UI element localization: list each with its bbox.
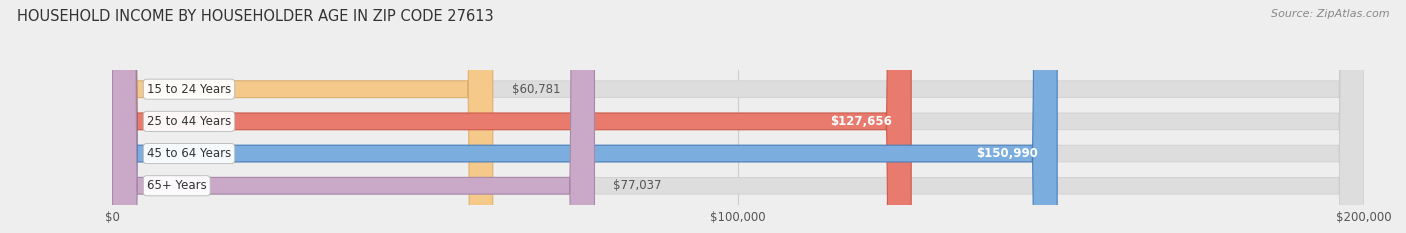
FancyBboxPatch shape [112,0,1364,233]
Text: Source: ZipAtlas.com: Source: ZipAtlas.com [1271,9,1389,19]
FancyBboxPatch shape [112,0,1364,233]
Text: $150,990: $150,990 [977,147,1039,160]
Text: HOUSEHOLD INCOME BY HOUSEHOLDER AGE IN ZIP CODE 27613: HOUSEHOLD INCOME BY HOUSEHOLDER AGE IN Z… [17,9,494,24]
Text: $60,781: $60,781 [512,83,560,96]
FancyBboxPatch shape [112,0,911,233]
FancyBboxPatch shape [112,0,595,233]
FancyBboxPatch shape [112,0,1364,233]
Text: 15 to 24 Years: 15 to 24 Years [146,83,231,96]
Text: 25 to 44 Years: 25 to 44 Years [146,115,231,128]
Text: 65+ Years: 65+ Years [146,179,207,192]
Text: 45 to 64 Years: 45 to 64 Years [146,147,231,160]
Text: $127,656: $127,656 [831,115,893,128]
Text: $77,037: $77,037 [613,179,662,192]
FancyBboxPatch shape [112,0,492,233]
FancyBboxPatch shape [112,0,1057,233]
FancyBboxPatch shape [112,0,1364,233]
